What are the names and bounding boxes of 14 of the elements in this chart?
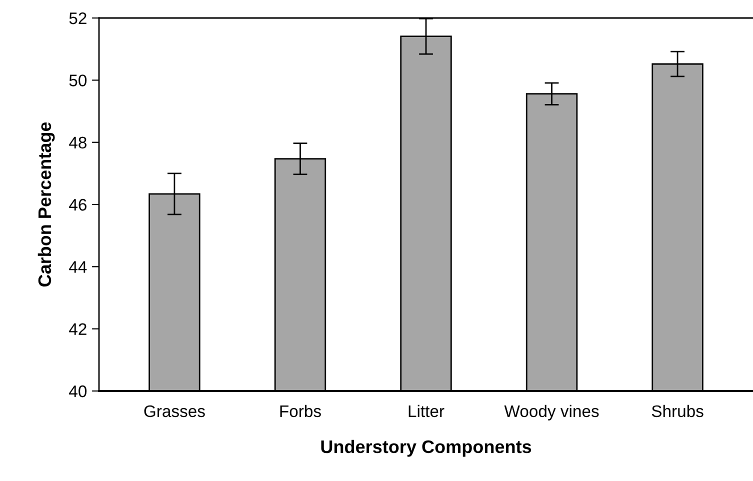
y-tick-label: 48: [69, 136, 86, 149]
x-tick-label: Litter: [408, 404, 444, 418]
y-tick-label: 44: [69, 261, 87, 273]
y-tick-label: 40: [69, 385, 87, 398]
y-tick-label: 52: [69, 12, 86, 24]
y-tick-label: 50: [69, 74, 87, 86]
x-tick-label: Grasses: [144, 405, 205, 418]
x-tick-label: Woody vines: [504, 404, 599, 420]
x-tick-label: Forbs: [280, 404, 321, 418]
y-tick-label: 46: [69, 198, 86, 211]
y-tick-label: 42: [69, 323, 86, 335]
x-axis-title: Understory Components: [321, 440, 532, 457]
x-tick-label: Shrubs: [652, 404, 704, 418]
y-axis-title: Carbon Percentage: [38, 122, 55, 287]
